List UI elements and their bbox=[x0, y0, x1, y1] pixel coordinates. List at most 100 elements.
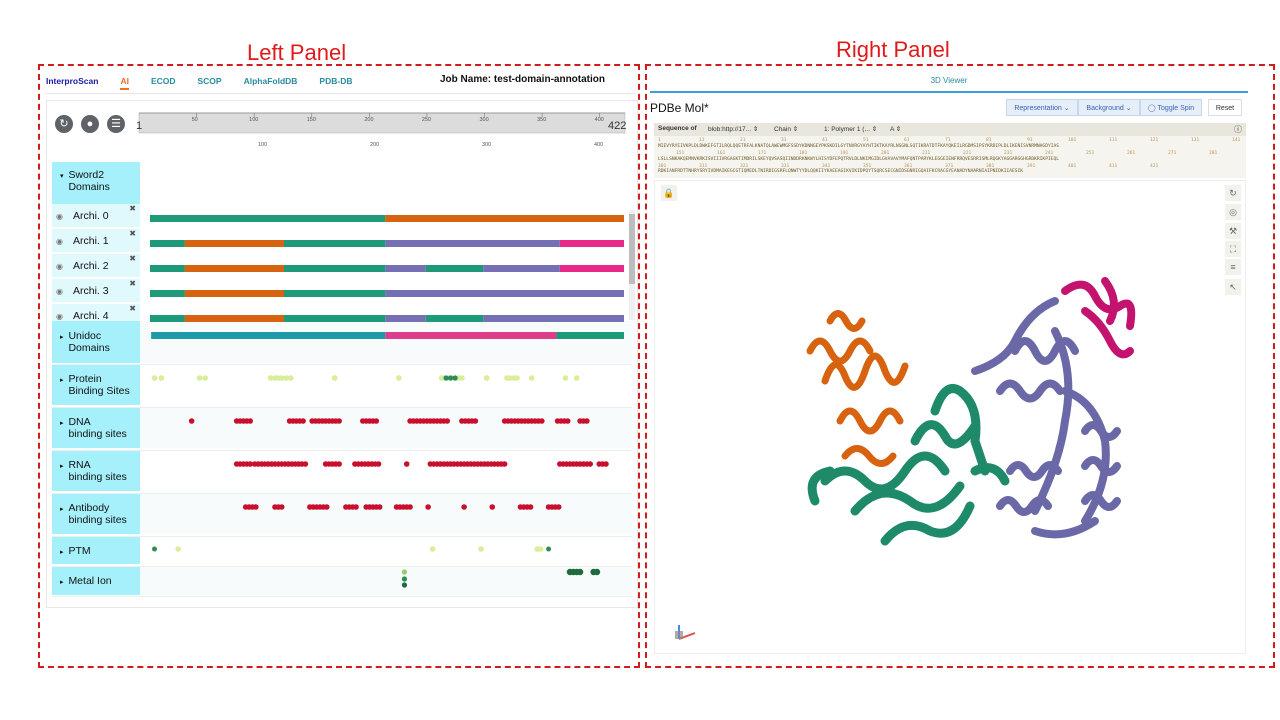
site-marker[interactable] bbox=[448, 375, 454, 381]
site-marker[interactable] bbox=[461, 504, 467, 510]
close-icon[interactable]: ✖ bbox=[129, 279, 136, 288]
toggle-spin-button[interactable]: ◯ Toggle Spin bbox=[1140, 99, 1202, 116]
source-select[interactable]: blob:http://17... ⇕ bbox=[708, 125, 758, 133]
domain-segment[interactable] bbox=[559, 265, 624, 272]
tab-ai[interactable]: AI bbox=[120, 76, 129, 90]
site-marker[interactable] bbox=[429, 546, 436, 552]
site-marker[interactable] bbox=[443, 375, 449, 381]
radio-icon[interactable]: ◉ bbox=[56, 287, 63, 296]
menu-icon[interactable]: ☰ bbox=[107, 115, 125, 133]
site-marker[interactable] bbox=[247, 461, 254, 467]
site-marker[interactable] bbox=[287, 375, 294, 381]
site-marker[interactable] bbox=[278, 375, 285, 381]
domain-segment[interactable] bbox=[385, 332, 557, 339]
domain-segment[interactable] bbox=[483, 265, 560, 272]
site-marker[interactable] bbox=[331, 375, 338, 381]
track-label-archi-1[interactable]: ◉ Archi. 1 ✖ bbox=[52, 229, 140, 253]
background-button[interactable]: Background ⌄ bbox=[1078, 99, 1140, 116]
site-marker[interactable] bbox=[478, 546, 484, 552]
site-marker[interactable] bbox=[483, 375, 490, 381]
close-icon[interactable]: ✖ bbox=[129, 204, 136, 213]
domain-segment[interactable] bbox=[283, 265, 386, 272]
site-marker[interactable] bbox=[514, 375, 520, 381]
reset-icon[interactable]: ↻ bbox=[55, 115, 73, 133]
track-label-antibody[interactable]: ▸ Antibody binding sites bbox=[52, 494, 140, 534]
domain-segment[interactable] bbox=[483, 315, 624, 322]
site-marker[interactable] bbox=[562, 375, 569, 381]
domain-segment[interactable] bbox=[184, 265, 284, 272]
domain-segment[interactable] bbox=[385, 315, 426, 322]
site-marker[interactable] bbox=[459, 375, 465, 381]
tab-interproscan[interactable]: InterproScan bbox=[46, 76, 99, 86]
domain-segment[interactable] bbox=[150, 215, 386, 222]
site-marker[interactable] bbox=[444, 418, 451, 424]
site-marker[interactable] bbox=[267, 375, 274, 381]
site-marker[interactable] bbox=[407, 504, 413, 510]
radio-icon[interactable]: ◉ bbox=[56, 237, 63, 246]
domain-segment[interactable] bbox=[283, 240, 386, 247]
track-label-archi-2[interactable]: ◉ Archi. 2 ✖ bbox=[52, 254, 140, 278]
site-marker[interactable] bbox=[555, 504, 562, 510]
ruler[interactable]: 50 100 150 200 250 300 350 400 1 422 100 200 300 4… bbox=[136, 110, 632, 152]
domain-segment[interactable] bbox=[283, 290, 386, 297]
site-marker[interactable] bbox=[196, 375, 203, 381]
site-marker[interactable] bbox=[501, 461, 508, 467]
site-marker[interactable] bbox=[202, 375, 208, 381]
track-label-archi-3[interactable]: ◉ Archi. 3 ✖ bbox=[52, 279, 140, 303]
reset-camera-icon[interactable]: ↻ bbox=[1225, 185, 1241, 201]
site-marker[interactable] bbox=[452, 375, 458, 381]
site-marker[interactable] bbox=[373, 418, 380, 424]
domain-segment[interactable] bbox=[184, 290, 284, 297]
site-marker[interactable] bbox=[375, 461, 382, 467]
track-label-ptm[interactable]: ▸ PTM bbox=[52, 537, 140, 564]
domain-segment[interactable] bbox=[385, 290, 624, 297]
domain-segment[interactable] bbox=[556, 332, 624, 339]
site-marker[interactable] bbox=[158, 375, 165, 381]
reset-button[interactable]: Reset bbox=[1208, 99, 1242, 116]
settings-sliders-icon[interactable]: ≡ bbox=[1225, 259, 1241, 275]
sequence-row-3[interactable]: RDKIANFRDTTNHRYSRYIVDMAIKEGCGTIQMEDLTNIR… bbox=[658, 169, 1024, 174]
site-marker[interactable] bbox=[336, 418, 342, 424]
site-marker[interactable] bbox=[175, 546, 181, 552]
radio-icon[interactable]: ◉ bbox=[56, 262, 63, 271]
site-marker[interactable] bbox=[584, 418, 590, 424]
domain-segment[interactable] bbox=[385, 215, 624, 222]
close-icon[interactable]: ✖ bbox=[129, 304, 136, 313]
site-marker[interactable] bbox=[278, 504, 285, 510]
chain-select[interactable]: A ⇕ bbox=[890, 125, 901, 133]
site-marker[interactable] bbox=[401, 582, 408, 588]
site-marker[interactable] bbox=[247, 418, 254, 424]
site-marker[interactable] bbox=[489, 504, 496, 510]
expand-icon[interactable]: ⛶ bbox=[1225, 241, 1241, 257]
protein-structure[interactable] bbox=[785, 271, 1145, 561]
scrollbar-thumb[interactable] bbox=[629, 214, 635, 284]
molstar-canvas[interactable]: 🔒 ↻ ◎ ⚒ ⛶ ≡ ↖ bbox=[654, 180, 1246, 654]
domain-segment[interactable] bbox=[150, 290, 185, 297]
site-marker[interactable] bbox=[593, 568, 601, 576]
wrench-icon[interactable]: ⚒ bbox=[1225, 223, 1241, 239]
site-marker[interactable] bbox=[401, 569, 408, 575]
site-marker[interactable] bbox=[587, 461, 594, 467]
site-marker[interactable] bbox=[564, 418, 571, 424]
track-label-unidoc[interactable]: ▸ Unidoc Domains bbox=[52, 321, 140, 363]
track-label-metal[interactable]: ▸ Metal Ion bbox=[52, 567, 140, 595]
track-label-dna[interactable]: ▸ DNA binding sites bbox=[52, 408, 140, 448]
close-icon[interactable]: ✖ bbox=[129, 254, 136, 263]
site-marker[interactable] bbox=[528, 375, 535, 381]
site-marker[interactable] bbox=[425, 504, 431, 510]
domain-segment[interactable] bbox=[150, 240, 185, 247]
screenshot-icon[interactable]: ◎ bbox=[1225, 204, 1241, 220]
site-marker[interactable] bbox=[472, 418, 479, 424]
site-marker[interactable] bbox=[300, 418, 306, 424]
domain-segment[interactable] bbox=[559, 240, 624, 247]
site-marker[interactable] bbox=[603, 461, 609, 467]
domain-segment[interactable] bbox=[150, 315, 185, 322]
site-marker[interactable] bbox=[546, 546, 551, 552]
representation-button[interactable]: Representation ⌄ bbox=[1006, 99, 1078, 116]
site-marker[interactable] bbox=[396, 375, 402, 381]
site-marker[interactable] bbox=[353, 504, 359, 510]
sequence-row-1[interactable]: MIEVYRYEIVKPLDLDWKEFGTILRQLQQETRFALKNATQ… bbox=[658, 144, 1060, 149]
site-marker[interactable] bbox=[151, 375, 158, 381]
tab-scop[interactable]: SCOP bbox=[197, 76, 222, 86]
site-marker[interactable] bbox=[573, 375, 580, 381]
